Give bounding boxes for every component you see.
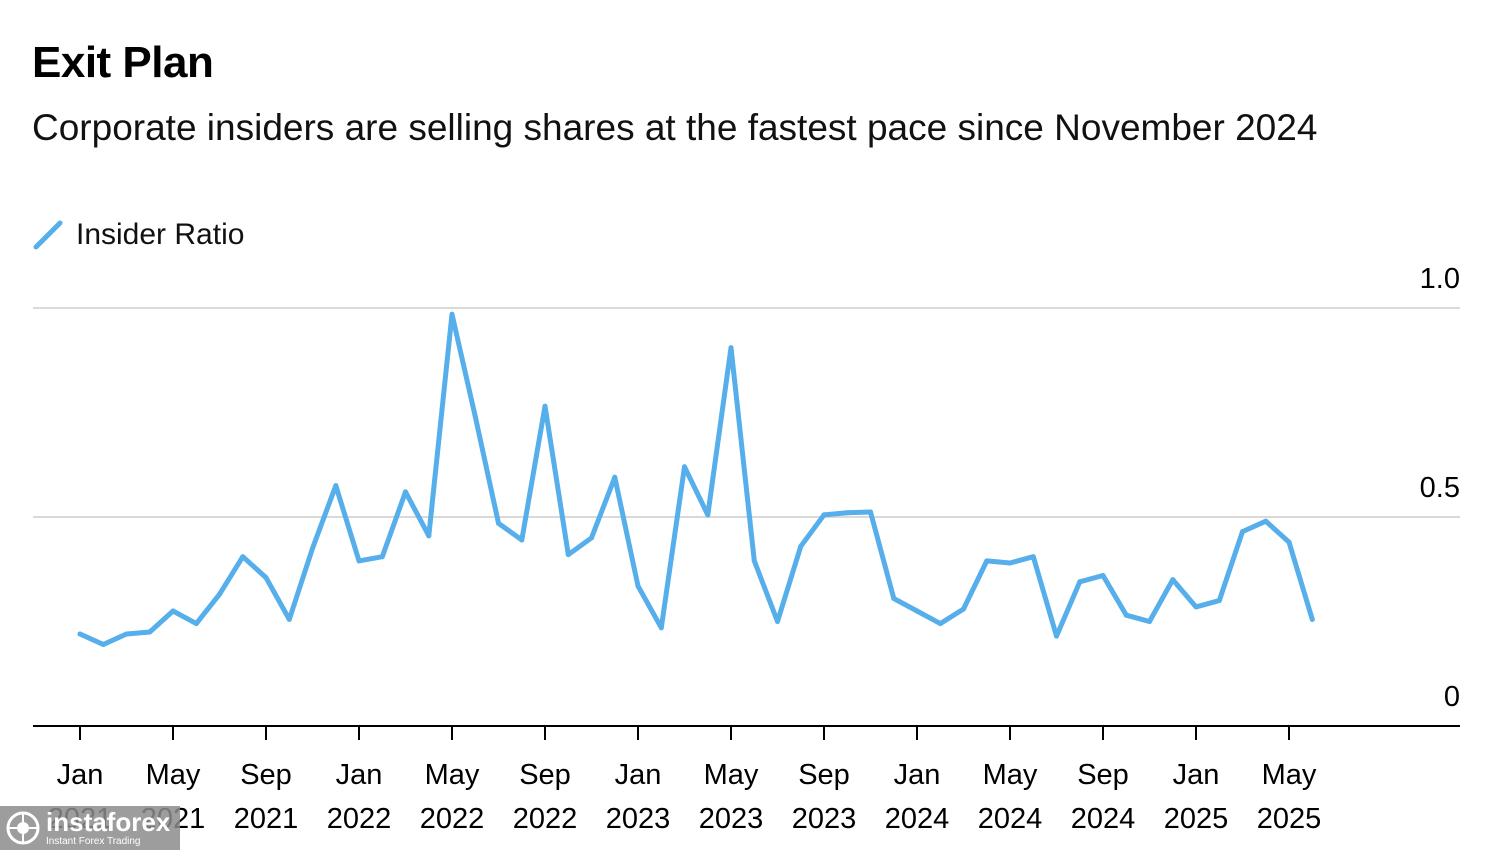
x-tick-label-year: 2022	[513, 803, 578, 835]
data-point	[519, 537, 525, 543]
x-tick-label-month: Jan	[336, 759, 383, 791]
data-point	[1309, 616, 1315, 622]
data-point	[263, 575, 269, 581]
data-point	[868, 509, 873, 515]
x-tick-label-year: 2023	[606, 803, 671, 835]
x-tick-label-month: May	[146, 759, 201, 791]
data-point	[728, 345, 734, 351]
x-tick-label-month: May	[983, 759, 1038, 791]
data-point	[77, 631, 83, 637]
legend-label: Insider Ratio	[76, 218, 245, 251]
data-point	[496, 520, 501, 526]
data-point	[1263, 518, 1269, 524]
series-line-insider-ratio	[77, 311, 1315, 647]
data-point	[356, 558, 362, 564]
x-tick-label-month: May	[704, 759, 759, 791]
series-layer	[77, 311, 1315, 647]
data-point	[961, 606, 966, 612]
x-tick-label-year: 2025	[1164, 803, 1229, 835]
data-point	[891, 596, 897, 601]
data-point	[1054, 633, 1059, 639]
data-point	[937, 621, 943, 627]
grid-lines	[33, 307, 1460, 518]
y-tick-label: 1.0	[1420, 263, 1460, 295]
data-point	[542, 403, 548, 409]
x-tick-label-month: Jan	[615, 759, 662, 791]
x-tick-label-month: Sep	[240, 759, 292, 791]
x-axis	[33, 725, 1460, 740]
data-point	[1147, 619, 1152, 624]
data-point	[147, 629, 153, 635]
legend: Insider Ratio	[32, 215, 244, 255]
chart-subtitle: Corporate insiders are selling shares at…	[32, 107, 1318, 148]
watermark-tagline: Instant Forex Trading	[46, 836, 141, 847]
x-tick-label-year: 2022	[327, 803, 392, 835]
x-tick-label-year: 2024	[885, 803, 950, 835]
y-tick-label: 0.5	[1420, 472, 1460, 504]
data-point	[1007, 560, 1013, 566]
chart-title: Exit Plan	[32, 38, 214, 87]
data-point	[193, 621, 199, 627]
data-point	[310, 545, 315, 551]
x-tick-label-year: 2022	[420, 803, 485, 835]
data-point	[984, 558, 990, 564]
data-point	[821, 512, 827, 518]
x-tick-label-month: May	[425, 759, 480, 791]
data-point	[449, 311, 455, 317]
data-point	[658, 625, 664, 631]
data-point	[1240, 529, 1245, 535]
data-point	[1100, 573, 1106, 578]
data-point	[426, 533, 432, 539]
data-point	[240, 554, 246, 560]
data-point	[217, 591, 222, 597]
x-tick-label-month: May	[1262, 759, 1317, 791]
x-tick-label-year: 2021	[234, 803, 299, 835]
y-axis-tick-labels: 0 0.5 1.0	[1420, 263, 1460, 713]
x-tick-label-month: Jan	[1173, 759, 1220, 791]
instaforex-logo-icon	[6, 811, 40, 845]
x-tick-label-year: 2023	[792, 803, 857, 835]
data-point	[914, 608, 920, 614]
data-point	[798, 543, 804, 549]
data-point	[1030, 554, 1036, 560]
data-point	[124, 631, 129, 637]
data-point	[100, 642, 106, 647]
watermark: instaforex Instant Forex Trading	[0, 806, 180, 850]
data-point	[589, 535, 594, 541]
data-point	[612, 474, 618, 480]
legend-swatch-icon	[33, 220, 63, 250]
watermark-name: instaforex	[46, 807, 171, 837]
x-tick-label-year: 2024	[1071, 803, 1136, 835]
data-point	[1286, 539, 1292, 545]
x-tick-label-year: 2025	[1257, 803, 1322, 835]
data-point	[682, 464, 687, 470]
data-point	[403, 489, 408, 495]
x-tick-label-month: Sep	[1077, 759, 1129, 791]
data-point	[635, 583, 641, 589]
data-point	[844, 510, 850, 516]
x-tick-label-month: Sep	[798, 759, 850, 791]
data-point	[472, 414, 478, 420]
data-point	[286, 616, 292, 622]
data-point	[775, 619, 780, 624]
data-point	[751, 558, 757, 564]
x-tick-label-month: Jan	[894, 759, 941, 791]
data-point	[333, 483, 339, 489]
data-point	[705, 512, 711, 518]
data-point	[1193, 604, 1199, 610]
data-point	[1077, 579, 1083, 585]
x-tick-label-year: 2023	[699, 803, 764, 835]
x-axis-tick-labels: Jan2021May2021Sep2021Jan2022May2022Sep20…	[48, 759, 1322, 835]
data-point	[170, 608, 176, 614]
data-point	[379, 554, 385, 560]
x-tick-label-year: 2024	[978, 803, 1043, 835]
y-tick-label: 0	[1444, 681, 1460, 713]
data-point	[1216, 598, 1222, 604]
data-point	[1123, 612, 1129, 618]
x-tick-label-month: Sep	[519, 759, 571, 791]
x-tick-label-month: Jan	[57, 759, 104, 791]
data-point	[565, 552, 571, 558]
data-point	[1170, 577, 1176, 583]
